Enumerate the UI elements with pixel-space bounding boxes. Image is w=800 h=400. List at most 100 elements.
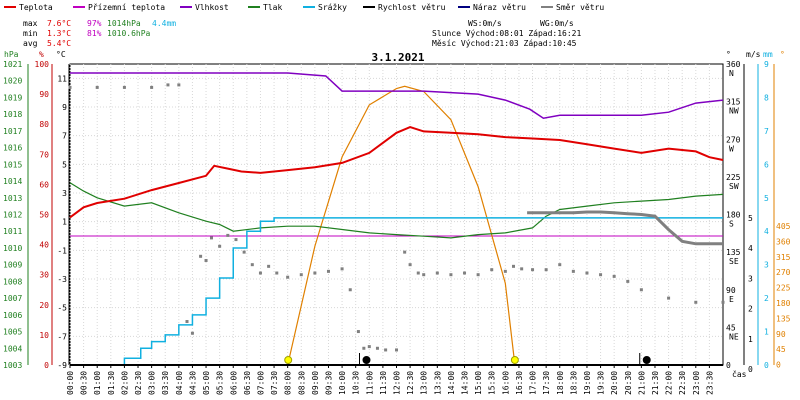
pressure-tick: 1010 <box>3 244 22 253</box>
wind-direction-point <box>313 271 317 275</box>
x-tick-label: 14:30 <box>461 371 470 395</box>
wind-tick: 3 <box>748 274 753 283</box>
legend-swatch-humidity <box>180 6 192 8</box>
wind-direction-point <box>367 345 371 349</box>
wind-direction-point <box>356 330 360 334</box>
x-tick-label: 01:30 <box>107 371 116 395</box>
x-tick-label: 08:30 <box>297 371 306 395</box>
direction-tick: 90 <box>726 286 736 295</box>
chart-title: 3.1.2021 <box>372 51 425 64</box>
x-tick-label: 07:30 <box>270 371 279 395</box>
wind-direction-point <box>694 300 698 304</box>
rain-line <box>70 217 723 366</box>
x-tick-label: 17:30 <box>542 371 551 395</box>
temperature-tick: 9 <box>62 103 67 112</box>
moon-tick: 360 <box>776 237 791 246</box>
pressure-tick: 1020 <box>3 77 22 86</box>
x-tick-label: 04:30 <box>188 371 197 395</box>
unit-moon: ° <box>780 50 785 59</box>
wind-tick: 0 <box>748 365 753 374</box>
right-axes: 360N315NW270W225SW180S135SE90E45NE054321… <box>726 60 791 374</box>
unit-ms: m/s <box>746 50 761 59</box>
temperature-tick: -9 <box>57 361 67 370</box>
stat-max-rain: 4.4mm <box>152 19 176 28</box>
stats-block: max 7.6°C 97% 1014hPa 4.4mm min 1.3°C 81… <box>23 19 581 48</box>
x-tick-label: 11:00 <box>365 371 374 395</box>
direction-tick: 135 <box>726 248 741 257</box>
rain-tick: 4 <box>764 227 769 236</box>
wind-direction-point <box>544 268 548 272</box>
x-tick-label: 15:00 <box>474 371 483 395</box>
pressure-tick: 1015 <box>3 160 22 169</box>
pressure-tick: 1017 <box>3 127 22 136</box>
legend-swatch-ground-temperature <box>73 6 85 8</box>
direction-tick: 270 <box>726 135 741 144</box>
humidity-tick: 70 <box>39 150 49 159</box>
wind-direction-point <box>299 273 303 277</box>
temperature-tick: -1 <box>57 246 67 255</box>
pressure-tick: 1016 <box>3 144 22 153</box>
wind-direction-point <box>234 238 238 242</box>
wind-direction-point <box>422 273 426 277</box>
temperature-tick: -7 <box>57 332 67 341</box>
x-tick-label: 21:30 <box>651 371 660 395</box>
x-tick-label: 02:00 <box>120 371 129 395</box>
moon-tick: 315 <box>776 253 791 262</box>
wind-direction-point <box>258 271 262 275</box>
wind-direction-point <box>226 233 230 237</box>
temperature-tick: 3 <box>62 189 67 198</box>
wind-direction-point <box>585 271 589 275</box>
direction-compass: S <box>729 220 734 229</box>
rain-tick: 5 <box>764 194 769 203</box>
sun-marker <box>284 356 293 364</box>
x-tick-label: 06:30 <box>243 371 252 395</box>
wind-direction-point <box>326 269 330 273</box>
wind-direction-point <box>177 83 181 87</box>
x-tick-label: 00:00 <box>66 371 75 395</box>
wind-tick: 5 <box>748 214 753 223</box>
wind-direction-point <box>531 268 535 272</box>
wind-direction-point <box>348 288 352 292</box>
direction-compass: NW <box>729 107 739 116</box>
x-tick-label: 13:30 <box>433 371 442 395</box>
x-tick-label: 13:00 <box>420 371 429 395</box>
x-tick-label: 00:30 <box>80 371 89 395</box>
legend-label-wind-gust: Náraz větru <box>473 3 526 12</box>
moon-tick: 180 <box>776 299 791 308</box>
temperature-tick: 1 <box>62 218 67 227</box>
grid <box>69 64 723 366</box>
direction-tick: 180 <box>726 211 741 220</box>
humidity-tick: 100 <box>35 60 50 69</box>
unit-mm: mm <box>763 50 773 59</box>
pressure-tick: 1013 <box>3 194 22 203</box>
humidity-line <box>70 72 724 119</box>
temperature-tick: 7 <box>62 132 67 141</box>
humidity-tick: 80 <box>39 120 49 129</box>
temperature-tick: -5 <box>57 304 67 313</box>
legend-swatch-pressure <box>248 6 260 8</box>
moon-tick: 135 <box>776 314 791 323</box>
wind-direction-point <box>408 263 412 267</box>
wind-direction-point <box>721 300 725 304</box>
stat-sun: Slunce Východ:08:01 Západ:16:21 <box>432 29 581 38</box>
x-tick-label: 17:00 <box>529 371 538 395</box>
moon-tick: 45 <box>776 345 786 354</box>
rain-tick: 6 <box>764 160 769 169</box>
humidity-tick: 90 <box>39 90 49 99</box>
pressure-tick: 1021 <box>3 60 22 69</box>
stat-ws: WS:0m/s <box>468 19 502 28</box>
wind-direction-point <box>503 269 507 273</box>
wind-direction-point <box>122 85 126 89</box>
legend: Teplota Přízemní teplota Vlhkost Tlak Sr… <box>4 3 604 12</box>
pressure-tick: 1005 <box>3 328 22 337</box>
unit-hpa: hPa <box>4 50 19 59</box>
x-tick-label: 22:00 <box>665 371 674 395</box>
wind-direction-point <box>204 258 208 262</box>
rain-tick: 7 <box>764 127 769 136</box>
x-tick-label: 04:00 <box>175 371 184 395</box>
pressure-tick: 1008 <box>3 277 22 286</box>
x-tick-label: 18:30 <box>569 371 578 395</box>
wind-direction-point <box>476 273 480 277</box>
wind-direction-point <box>362 346 366 350</box>
wind-direction-point <box>558 263 562 267</box>
